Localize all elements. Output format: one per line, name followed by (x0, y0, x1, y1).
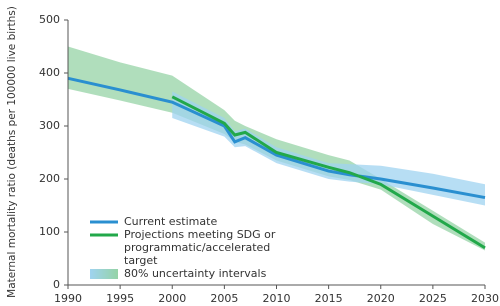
x-tick-label: 1990 (54, 292, 82, 305)
x-tick-label: 2025 (419, 292, 447, 305)
y-tick-label: 200 (39, 172, 60, 185)
y-tick-label: 400 (39, 66, 60, 79)
series-line (171, 95, 486, 250)
series-line (67, 76, 486, 200)
uncertainty-band (172, 91, 485, 206)
x-tick-label: 2005 (210, 292, 238, 305)
y-tick-label: 500 (39, 13, 60, 26)
legend-label-line: target (124, 254, 158, 267)
y-tick-label: 100 (39, 225, 60, 238)
legend-label-line: Projections meeting SDG or (124, 228, 276, 241)
x-tick-label: 2030 (471, 292, 499, 305)
x-tick-label: 2015 (315, 292, 343, 305)
x-tick-label: 2000 (158, 292, 186, 305)
y-tick-label: 0 (53, 278, 60, 291)
y-tick-label: 300 (39, 119, 60, 132)
legend-label: Projections meeting SDG or programmatic/a… (124, 228, 276, 267)
legend-label-line: Current estimate (124, 215, 217, 228)
x-tick-label: 2010 (263, 292, 291, 305)
x-tick-label: 2020 (367, 292, 395, 305)
y-axis-label: Maternal mortality ratio (deaths per 100… (6, 6, 18, 298)
legend-label: Current estimate (124, 215, 217, 228)
legend-label: 80% uncertainty intervals (124, 267, 267, 280)
legend-swatch (90, 269, 118, 279)
x-tick-label: 1995 (106, 292, 134, 305)
legend-label-line: programmatic/accelerated (124, 241, 270, 254)
